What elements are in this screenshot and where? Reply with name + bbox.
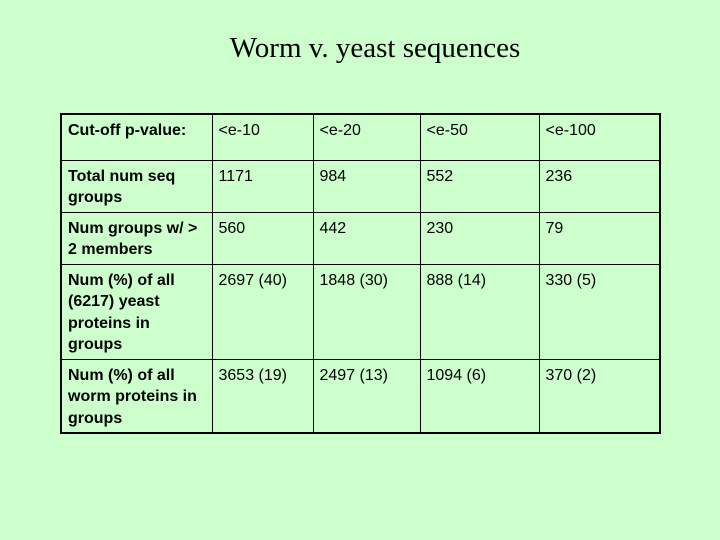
- table-cell: 560: [211, 211, 314, 265]
- title: Worm v. yeast sequences: [229, 32, 521, 64]
- table-cell: 1171: [211, 159, 314, 213]
- table-cell: 2697 (40): [211, 263, 314, 360]
- table-cell: 1094 (6): [419, 358, 540, 434]
- table-row: Num (%) of all (6217) yeast proteins in …: [60, 263, 661, 360]
- table-cell: 442: [312, 211, 421, 265]
- table-cell: 2497 (13): [312, 358, 421, 434]
- table-cell: <e-50: [419, 113, 540, 161]
- table-row: Total num seq groups 1171 984 552 236: [60, 159, 661, 213]
- row-header: Cut-off p-value:: [60, 113, 213, 161]
- table-cell: 984: [312, 159, 421, 213]
- table-cell: <e-10: [211, 113, 314, 161]
- row-header: Num (%) of all (6217) yeast proteins in …: [60, 263, 213, 360]
- table-row: Num groups w/ > 2 members 560 442 230 79: [60, 211, 661, 265]
- table-cell: 888 (14): [419, 263, 540, 360]
- table-cell: <e-100: [538, 113, 661, 161]
- table-cell: 330 (5): [538, 263, 661, 360]
- row-header: Num (%) of all worm proteins in groups: [60, 358, 213, 434]
- table-cell: 236: [538, 159, 661, 213]
- row-header: Total num seq groups: [60, 159, 213, 213]
- table-cell: 370 (2): [538, 358, 661, 434]
- table-cell: 552: [419, 159, 540, 213]
- table-cell: 79: [538, 211, 661, 265]
- table: Cut-off p-value: <e-10 <e-20 <e-50 <e-100 Tot…: [60, 113, 661, 434]
- table-cell: 1848 (30): [312, 263, 421, 360]
- table-cell: 3653 (19): [211, 358, 314, 434]
- table-cell: 230: [419, 211, 540, 265]
- table-row: Num (%) of all worm proteins in groups 36…: [60, 358, 661, 434]
- row-header: Num groups w/ > 2 members: [60, 211, 213, 265]
- table-cell: <e-20: [312, 113, 421, 161]
- table-row: Cut-off p-value: <e-10 <e-20 <e-50 <e-100: [60, 113, 661, 161]
